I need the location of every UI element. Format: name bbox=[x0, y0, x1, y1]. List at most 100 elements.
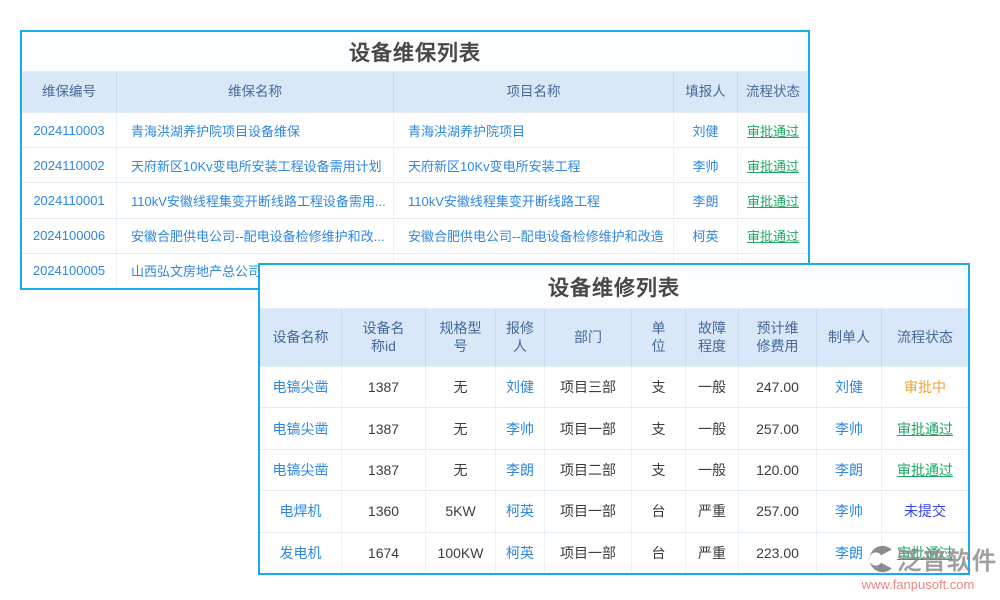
column-header-unit: 单 位 bbox=[632, 309, 686, 366]
cell-equipment-name[interactable]: 电焊机 bbox=[260, 491, 342, 532]
cell-equipment-name[interactable]: 发电机 bbox=[260, 532, 342, 573]
fanpu-logo-icon bbox=[869, 545, 892, 572]
column-header-department: 部门 bbox=[545, 309, 632, 366]
cell-estimated-cost: 120.00 bbox=[739, 449, 817, 491]
cell-status[interactable]: 审批通过 bbox=[897, 462, 953, 479]
column-header-equipment-id: 设备名 称id bbox=[342, 309, 426, 366]
table-row: 电焊机 1360 5KW 柯英 项目一部台严重 257.00 李帅 未提交 bbox=[260, 490, 968, 532]
column-header-reporter: 填报人 bbox=[674, 72, 738, 112]
repair-table-body: 电镐尖凿 1387 无刘健 项目三部支一般 247.00 刘健 审批中 电镐尖凿 1387 无李帅… bbox=[260, 366, 968, 573]
cell-maintenance-id[interactable]: 2024110001 bbox=[22, 183, 117, 218]
cell-equipment-id: 1360 bbox=[342, 491, 426, 532]
cell-equipment-id: 1387 bbox=[342, 449, 426, 491]
cell-maintenance-name[interactable]: 安徽合肥供电公司--配电设备检修维护和改... bbox=[117, 218, 394, 253]
cell-estimated-cost: 257.00 bbox=[739, 408, 817, 449]
table-row: 电镐尖凿 1387 无刘健 项目三部支一般 247.00 刘健 审批中 bbox=[260, 366, 968, 408]
column-header-maintenance-id: 维保编号 bbox=[22, 72, 117, 112]
repair-list-window: 设备维修列表 设备名称 设备名 称id 规格型 号报修 人部门单 位故障 程度 预计维… bbox=[258, 263, 970, 575]
cell-reporter[interactable]: 柯英 bbox=[674, 218, 738, 253]
column-header-equipment-name: 设备名称 bbox=[260, 309, 342, 366]
cell-equipment-name[interactable]: 电镐尖凿 bbox=[260, 408, 342, 449]
cell-equipment-name[interactable]: 电镐尖凿 bbox=[260, 367, 342, 408]
cell-fault-level: 严重 bbox=[686, 491, 739, 532]
cell-fault-level: 严重 bbox=[686, 532, 739, 573]
cell-estimated-cost: 247.00 bbox=[739, 367, 817, 408]
cell-repairer[interactable]: 刘健 bbox=[496, 367, 545, 408]
repair-list-title: 设备维修列表 bbox=[260, 265, 968, 309]
cell-department: 项目一部 bbox=[545, 408, 632, 449]
cell-spec-model: 无 bbox=[426, 408, 496, 449]
cell-repairer[interactable]: 李朗 bbox=[496, 449, 545, 491]
column-header-status: 流程状态 bbox=[746, 83, 800, 99]
table-row: 2024110003 青海洪湖养护院项目设备维保 青海洪湖养护院项目 刘健 审批通过 bbox=[22, 112, 808, 148]
cell-estimated-cost: 223.00 bbox=[739, 532, 817, 573]
cell-department: 项目一部 bbox=[545, 532, 632, 573]
cell-maintenance-name[interactable]: 110kV安徽线程集变开断线路工程设备需用... bbox=[117, 183, 394, 218]
cell-project-name[interactable]: 天府新区10Kv变电所安装工程 bbox=[394, 148, 674, 183]
cell-creator[interactable]: 李朗 bbox=[817, 449, 882, 491]
cell-repairer[interactable]: 柯英 bbox=[496, 532, 545, 573]
table-row: 2024110001 110kV安徽线程集变开断线路工程设备需用... 110kV安… bbox=[22, 182, 808, 218]
cell-status[interactable]: 审批通过 bbox=[746, 158, 799, 174]
cell-status[interactable]: 审批通过 bbox=[746, 229, 799, 245]
cell-unit: 支 bbox=[632, 449, 686, 491]
column-header-spec-model: 规格型 号 bbox=[426, 309, 496, 366]
column-header-status: 流程状态 bbox=[897, 328, 953, 345]
cell-unit: 支 bbox=[632, 367, 686, 408]
cell-maintenance-name[interactable]: 青海洪湖养护院项目设备维保 bbox=[117, 113, 394, 148]
cell-spec-model: 无 bbox=[426, 449, 496, 491]
column-header-maintenance-name: 维保名称 bbox=[117, 72, 394, 112]
watermark-brand: 泛普软件 bbox=[897, 548, 997, 575]
cell-department: 项目一部 bbox=[545, 491, 632, 532]
cell-creator[interactable]: 刘健 bbox=[817, 367, 882, 408]
cell-equipment-name[interactable]: 电镐尖凿 bbox=[260, 449, 342, 491]
table-row: 电镐尖凿 1387 无李朗 项目二部支一般 120.00 李朗 审批通过 bbox=[260, 448, 968, 491]
cell-spec-model: 无 bbox=[426, 367, 496, 408]
repair-table-header: 设备名称 设备名 称id 规格型 号报修 人部门单 位故障 程度 预计维 修费用 制单人… bbox=[260, 309, 968, 366]
cell-maintenance-id[interactable]: 2024100005 bbox=[22, 253, 117, 288]
watermark-url[interactable]: www.fanpusoft.com bbox=[861, 577, 975, 592]
cell-project-name[interactable]: 青海洪湖养护院项目 bbox=[394, 113, 674, 148]
cell-repairer[interactable]: 柯英 bbox=[496, 491, 545, 532]
maintenance-list-title: 设备维保列表 bbox=[22, 32, 808, 72]
cell-status[interactable]: 未提交 bbox=[904, 503, 946, 520]
cell-equipment-id: 1387 bbox=[342, 408, 426, 449]
column-header-repairer: 报修 人 bbox=[496, 309, 545, 366]
watermark: 泛普软件 www.fanpusoft.com bbox=[839, 541, 997, 592]
cell-spec-model: 5KW bbox=[426, 491, 496, 532]
cell-status[interactable]: 审批通过 bbox=[897, 544, 953, 561]
cell-repairer[interactable]: 李帅 bbox=[496, 408, 545, 449]
cell-status[interactable]: 审批通过 bbox=[897, 420, 953, 437]
cell-reporter[interactable]: 李朗 bbox=[674, 183, 738, 218]
cell-reporter[interactable]: 刘健 bbox=[674, 113, 738, 148]
cell-reporter[interactable]: 李帅 bbox=[674, 148, 738, 183]
table-row: 2024110002 天府新区10Kv变电所安装工程设备需用计划 天府新区10Kv变… bbox=[22, 147, 808, 183]
cell-unit: 台 bbox=[632, 532, 686, 573]
cell-equipment-id: 1674 bbox=[342, 532, 426, 573]
cell-fault-level: 一般 bbox=[686, 449, 739, 491]
cell-maintenance-id[interactable]: 2024110003 bbox=[22, 113, 117, 148]
cell-maintenance-name[interactable]: 天府新区10Kv变电所安装工程设备需用计划 bbox=[117, 148, 394, 183]
table-row: 2024100006 安徽合肥供电公司--配电设备检修维护和改... 安徽合肥供电公… bbox=[22, 217, 808, 253]
cell-creator[interactable]: 李帅 bbox=[817, 408, 882, 449]
cell-maintenance-id[interactable]: 2024110002 bbox=[22, 148, 117, 183]
cell-creator[interactable]: 李帅 bbox=[817, 491, 882, 532]
column-header-project-name: 项目名称 bbox=[394, 72, 674, 112]
cell-estimated-cost: 257.00 bbox=[739, 491, 817, 532]
cell-status[interactable]: 审批中 bbox=[904, 379, 946, 396]
cell-unit: 台 bbox=[632, 491, 686, 532]
column-header-creator: 制单人 bbox=[817, 309, 882, 366]
table-row: 电镐尖凿 1387 无李帅 项目一部支一般 257.00 李帅 审批通过 bbox=[260, 407, 968, 449]
cell-maintenance-id[interactable]: 2024100006 bbox=[22, 218, 117, 253]
cell-project-name[interactable]: 安徽合肥供电公司--配电设备检修维护和改造 bbox=[394, 218, 674, 253]
cell-project-name[interactable]: 110kV安徽线程集变开断线路工程 bbox=[394, 183, 674, 218]
maintenance-table-body: 2024110003 青海洪湖养护院项目设备维保 青海洪湖养护院项目 刘健 审批通过 20… bbox=[22, 112, 808, 288]
cell-department: 项目三部 bbox=[545, 367, 632, 408]
cell-status[interactable]: 审批通过 bbox=[746, 194, 799, 209]
maintenance-table-header: 维保编号 维保名称 项目名称 填报人 流程状态 bbox=[22, 72, 808, 112]
cell-unit: 支 bbox=[632, 408, 686, 449]
cell-department: 项目二部 bbox=[545, 449, 632, 491]
cell-fault-level: 一般 bbox=[686, 367, 739, 408]
cell-status[interactable]: 审批通过 bbox=[746, 123, 799, 139]
column-header-estimated-cost: 预计维 修费用 bbox=[739, 309, 817, 366]
